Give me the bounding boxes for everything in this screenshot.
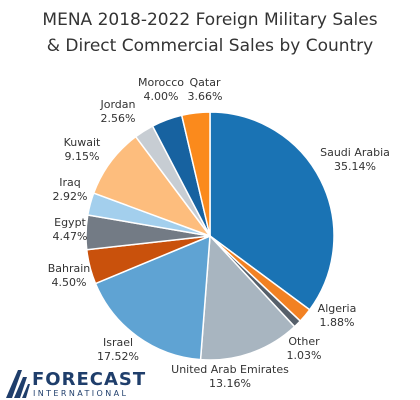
slice-label-kuwait: Kuwait 9.15% (64, 136, 101, 163)
pie-slice-qatar (180, 111, 211, 237)
pie-slice-saudi-arabia (209, 111, 335, 311)
logo-wordmark: FORECAST (32, 369, 147, 390)
slice-label-israel: Israel 17.52% (97, 336, 139, 363)
slice-label-egypt: Egypt 4.47% (53, 216, 88, 243)
forecast-logo-icon (6, 370, 30, 398)
slice-label-morocco: Morocco 4.00% (138, 76, 184, 103)
forecast-international-logo: FORECAST INTERNATIONAL (6, 368, 166, 400)
pie-slice-israel (94, 234, 211, 361)
slice-label-iraq: Iraq 2.92% (53, 176, 88, 203)
logo-subtitle: INTERNATIONAL (33, 389, 129, 398)
pie-slice-united-arab-emirates (199, 234, 296, 361)
slice-label-qatar: Qatar 3.66% (188, 76, 223, 103)
slice-label-bahrain: Bahrain 4.50% (48, 262, 91, 289)
slice-label-other: Other 1.03% (287, 335, 322, 362)
slice-label-saudi-arabia: Saudi Arabia 35.14% (320, 146, 390, 173)
slice-label-jordan: Jordan 2.56% (100, 98, 136, 125)
chart-title-line-2: & Direct Commercial Sales by Country (46, 36, 374, 56)
slice-label-united-arab-emirates: United Arab Emirates 13.16% (171, 363, 289, 390)
chart-title-line-1: MENA 2018-2022 Foreign Military Sales (42, 10, 378, 30)
slice-label-algeria: Algeria 1.88% (318, 302, 357, 329)
